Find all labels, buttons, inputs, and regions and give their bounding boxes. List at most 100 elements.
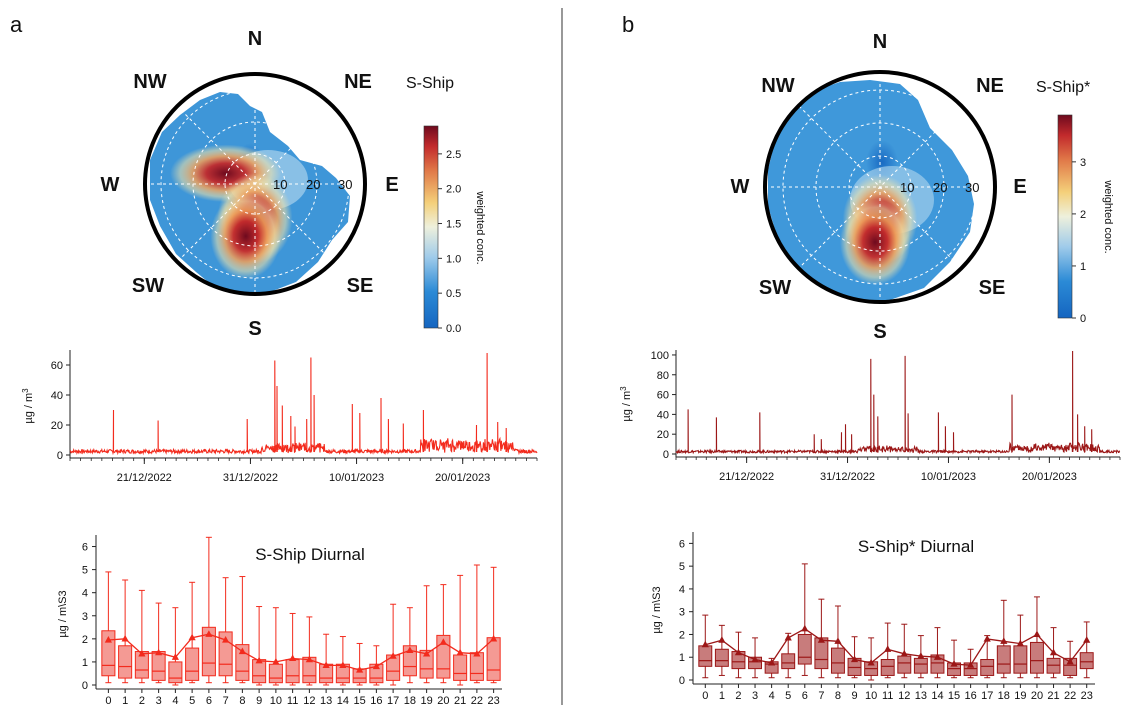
diurnal-mean-marker xyxy=(701,640,709,648)
colorbar-tick-label: 2.0 xyxy=(446,184,461,196)
diurnal-xtick-label: 21 xyxy=(454,695,466,707)
diurnal-ytick-label: 6 xyxy=(82,542,88,554)
diurnal-xtick-label: 5 xyxy=(189,695,195,707)
diurnal-ytick-label: 5 xyxy=(679,561,685,573)
ts-ytick-label: 0 xyxy=(57,450,63,462)
compass-a-sw: SW xyxy=(132,275,164,297)
compass-a-n: N xyxy=(248,28,262,50)
diurnal-box xyxy=(913,657,928,674)
diurnal-mean-marker xyxy=(734,648,743,656)
diurnal-box xyxy=(486,637,501,681)
diurnal-mean-marker xyxy=(817,636,825,643)
diurnal-ytick-label: 3 xyxy=(82,611,88,623)
ts-xtick-label: 31/12/2022 xyxy=(223,472,278,484)
diurnal-ytick-label: 3 xyxy=(679,607,685,619)
diurnal-ytick-label: 1 xyxy=(679,652,685,664)
diurnal-ytick-label: 0 xyxy=(679,675,685,687)
diurnal-mean-marker xyxy=(238,647,246,655)
ts-xtick-label: 20/01/2023 xyxy=(435,472,490,484)
diurnal-box xyxy=(285,659,300,684)
diurnal-b-title: S-Ship* Diurnal xyxy=(858,537,974,556)
diurnal-box xyxy=(469,652,484,681)
diurnal-mean-marker xyxy=(406,646,414,653)
diurnal-box xyxy=(1029,641,1044,674)
compass-a-se: SE xyxy=(347,275,374,297)
diurnal-box xyxy=(714,648,729,667)
colorbar-tick-label: 1 xyxy=(1080,261,1086,273)
diurnal-xtick-label: 3 xyxy=(156,695,162,707)
diurnal-xtick-label: 13 xyxy=(915,690,927,702)
diurnal-box xyxy=(797,633,812,665)
polar-plot-b: 10 20 30 N NE E SE S SW W NW S-Ship* xyxy=(731,31,1091,343)
diurnal-mean-marker xyxy=(389,652,397,659)
diurnal-box xyxy=(996,645,1011,674)
diurnal-xtick-label: 14 xyxy=(337,695,349,707)
diurnal-mean-marker xyxy=(356,666,364,673)
diurnal-ytick-label: 5 xyxy=(82,565,88,577)
diurnal-xtick-label: 17 xyxy=(981,690,993,702)
diurnal-box xyxy=(151,651,166,681)
ts-ytick-label: 100 xyxy=(651,350,669,362)
polar-title-a: S-Ship xyxy=(406,75,454,92)
ring-label-a-30: 30 xyxy=(338,177,352,192)
diurnal-mean-marker xyxy=(718,636,726,643)
diurnal-xtick-label: 2 xyxy=(735,690,741,702)
ts-ytick-label: 60 xyxy=(51,360,63,372)
diurnal-mean-marker xyxy=(255,656,263,664)
polar-grid-a xyxy=(145,74,365,294)
diurnal-mean-marker xyxy=(188,633,196,641)
diurnal-xtick-label: 11 xyxy=(287,695,298,707)
ts-ytick-label: 0 xyxy=(663,449,669,461)
ts-xtick-label: 20/01/2023 xyxy=(1022,471,1077,483)
diurnal-xtick-label: 9 xyxy=(256,695,262,707)
panel-a: a 10 20 30 N NE E xyxy=(10,12,538,707)
diurnal-box xyxy=(268,663,283,684)
diurnal-mean-marker xyxy=(884,645,892,652)
diurnal-xtick-label: 21 xyxy=(1047,690,1059,702)
diurnal-xtick-label: 10 xyxy=(270,695,282,707)
diurnal-mean-marker xyxy=(784,633,792,641)
ts-a-ylabel: µg / m3 xyxy=(21,388,35,424)
compass-b-nw: NW xyxy=(761,75,794,97)
diurnal-mean-marker xyxy=(138,649,146,657)
colorbar-tick-label: 1.0 xyxy=(446,253,461,265)
ts-xtick-label: 10/01/2023 xyxy=(921,471,976,483)
diurnal-mean-marker xyxy=(205,630,213,637)
diurnal-a-ylabel: µg / m\S3 xyxy=(57,590,69,637)
compass-b-sw: SW xyxy=(759,277,791,299)
diurnal-xtick-label: 22 xyxy=(471,695,483,707)
diurnal-mean-marker xyxy=(473,649,481,657)
ts-ytick-label: 60 xyxy=(657,390,669,402)
colorbar-tick-label: 2.5 xyxy=(446,149,461,161)
diurnal-xtick-label: 18 xyxy=(998,690,1010,702)
diurnal-xtick-label: 20 xyxy=(1031,690,1043,702)
diurnal-xtick-label: 12 xyxy=(303,695,315,707)
diurnal-mean-marker xyxy=(768,658,776,666)
ring-label-b-30: 30 xyxy=(965,180,979,195)
colorbar-b-gradient xyxy=(1057,114,1073,319)
diurnal-xtick-label: 12 xyxy=(898,690,910,702)
diurnal-xtick-label: 8 xyxy=(835,690,841,702)
diurnal-box xyxy=(168,661,183,684)
diurnal-xtick-label: 13 xyxy=(320,695,332,707)
diurnal-xtick-label: 14 xyxy=(931,690,943,702)
diurnal-box xyxy=(830,647,845,674)
ts-series-line xyxy=(69,352,538,456)
diurnal-mean-marker xyxy=(272,657,280,665)
ts-xtick-label: 21/12/2022 xyxy=(117,472,172,484)
diurnal-box xyxy=(118,645,133,679)
colorbar-tick-label: 0.5 xyxy=(446,288,461,300)
diurnal-box xyxy=(1079,652,1094,670)
compass-b-s: S xyxy=(873,321,886,343)
polar-hotspots-a xyxy=(170,144,293,280)
compass-a-e: E xyxy=(385,174,398,196)
diurnal-xtick-label: 10 xyxy=(865,690,877,702)
diurnal-xtick-label: 6 xyxy=(802,690,808,702)
diurnal-mean-line xyxy=(108,633,495,671)
compass-a-nw: NW xyxy=(133,71,166,93)
diurnal-xtick-label: 18 xyxy=(404,695,416,707)
diurnal-xtick-label: 7 xyxy=(223,695,229,707)
